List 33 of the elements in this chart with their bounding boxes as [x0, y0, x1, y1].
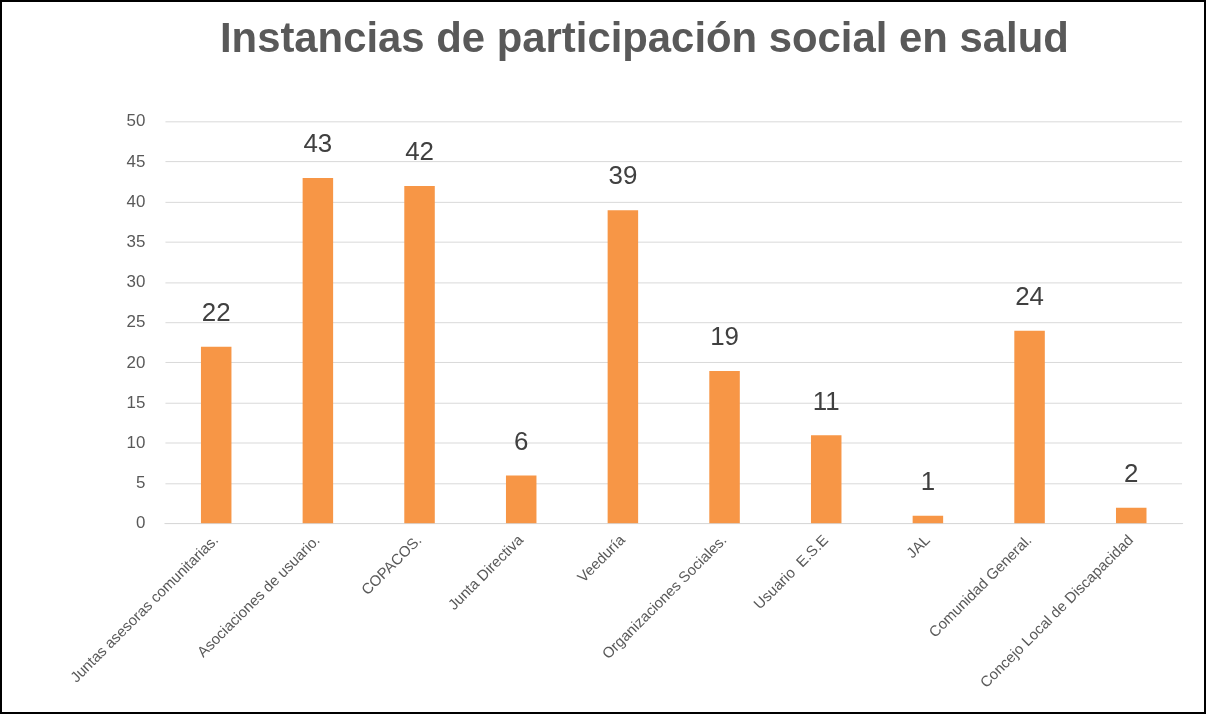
data-label: 1 — [920, 467, 936, 496]
y-tick-label: 45 — [126, 151, 146, 171]
data-label: 43 — [303, 129, 333, 158]
data-label: 42 — [405, 137, 434, 166]
bar — [810, 435, 842, 524]
y-tick-label: 15 — [126, 392, 146, 412]
data-label: 19 — [710, 322, 739, 351]
data-label: 22 — [201, 298, 231, 327]
bar — [404, 186, 435, 524]
bar — [505, 475, 537, 524]
y-tick-label: 0 — [136, 513, 146, 533]
data-label: 11 — [812, 386, 840, 415]
bar — [1014, 330, 1045, 524]
bar — [912, 515, 944, 524]
y-tick-label: 35 — [126, 232, 146, 251]
data-label: 39 — [608, 161, 638, 190]
y-tick-label: 30 — [126, 272, 146, 292]
y-tick-label: 5 — [136, 473, 146, 493]
bar — [1115, 507, 1147, 524]
data-label: 24 — [1015, 282, 1044, 311]
y-tick-label: 25 — [126, 312, 146, 332]
bar — [709, 370, 740, 524]
bar — [607, 210, 639, 524]
data-label: 6 — [514, 426, 529, 455]
y-tick-label: 40 — [126, 191, 146, 211]
y-tick-label: 10 — [126, 433, 146, 452]
data-label: 2 — [1124, 459, 1139, 487]
bar — [200, 346, 232, 524]
y-tick-label: 50 — [126, 111, 146, 131]
bar — [302, 178, 334, 524]
x-tick-label: JAL — [902, 531, 933, 562]
chart-title: Instancias de participación social en salud — [219, 14, 1069, 62]
y-tick-label: 20 — [126, 352, 146, 372]
